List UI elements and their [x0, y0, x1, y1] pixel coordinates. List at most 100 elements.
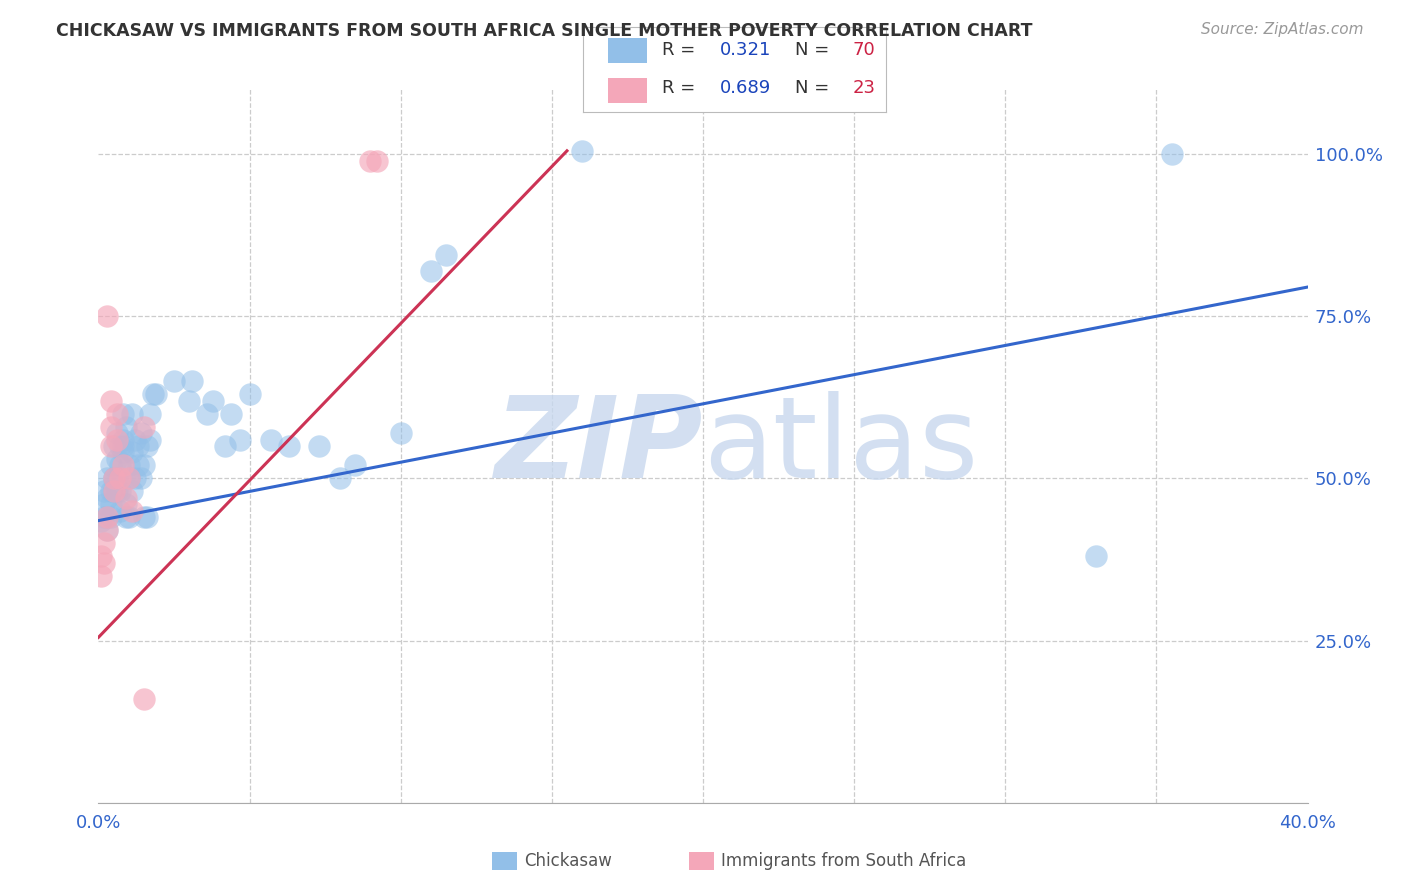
Point	[239, 387, 262, 401]
Point	[90, 568, 112, 582]
Point	[90, 514, 112, 528]
Point	[132, 692, 155, 706]
Text: N =: N =	[796, 41, 830, 59]
Point	[108, 484, 131, 499]
Point	[221, 407, 243, 421]
Point	[111, 433, 134, 447]
Point	[121, 504, 143, 518]
Point	[105, 452, 128, 467]
Point	[1160, 147, 1182, 161]
Point	[103, 439, 125, 453]
Point	[93, 536, 115, 550]
Point	[105, 425, 128, 440]
Point	[308, 439, 330, 453]
Point	[132, 419, 155, 434]
Point	[114, 510, 136, 524]
Point	[434, 247, 457, 261]
Point	[111, 407, 134, 421]
Point	[114, 419, 136, 434]
Point	[111, 458, 134, 473]
Text: 23: 23	[852, 79, 876, 97]
Point	[96, 491, 118, 505]
Text: Immigrants from South Africa: Immigrants from South Africa	[721, 852, 966, 870]
Point	[96, 510, 118, 524]
Point	[121, 445, 143, 459]
Point	[329, 471, 352, 485]
Point	[111, 439, 134, 453]
Point	[96, 524, 118, 538]
Point	[127, 439, 149, 453]
Point	[127, 458, 149, 473]
Point	[181, 374, 204, 388]
Point	[93, 510, 115, 524]
Bar	[607, 78, 647, 103]
Point	[135, 439, 157, 453]
Point	[118, 458, 141, 473]
Point	[260, 433, 283, 447]
Point	[360, 153, 382, 168]
Point	[139, 407, 162, 421]
Point	[118, 471, 141, 485]
Point	[277, 439, 299, 453]
Point	[100, 458, 122, 473]
Point	[103, 471, 125, 485]
Point	[105, 407, 128, 421]
Text: Chickasaw: Chickasaw	[524, 852, 613, 870]
Point	[139, 433, 162, 447]
Point	[202, 393, 225, 408]
Point	[229, 433, 252, 447]
Point	[108, 458, 131, 473]
Point	[108, 504, 131, 518]
Point	[214, 439, 236, 453]
Point	[132, 458, 155, 473]
Text: R =: R =	[662, 41, 696, 59]
Point	[100, 439, 122, 453]
Point	[129, 471, 152, 485]
Text: CHICKASAW VS IMMIGRANTS FROM SOUTH AFRICA SINGLE MOTHER POVERTY CORRELATION CHAR: CHICKASAW VS IMMIGRANTS FROM SOUTH AFRIC…	[56, 22, 1033, 40]
Point	[389, 425, 412, 440]
Text: 70: 70	[852, 41, 876, 59]
Point	[114, 491, 136, 505]
Point	[93, 484, 115, 499]
Point	[121, 484, 143, 499]
Point	[111, 445, 134, 459]
Point	[96, 524, 118, 538]
Point	[100, 484, 122, 499]
Point	[100, 497, 122, 511]
Point	[90, 549, 112, 564]
Point	[103, 471, 125, 485]
Point	[93, 497, 115, 511]
Bar	[607, 37, 647, 63]
Point	[93, 556, 115, 570]
Point	[118, 471, 141, 485]
Text: 0.321: 0.321	[720, 41, 770, 59]
Text: 0.689: 0.689	[720, 79, 770, 97]
Text: N =: N =	[796, 79, 830, 97]
Point	[103, 471, 125, 485]
Point	[124, 433, 146, 447]
Point	[103, 484, 125, 499]
Point	[179, 393, 201, 408]
Point	[344, 458, 367, 473]
Point	[121, 407, 143, 421]
Text: ZIP: ZIP	[495, 391, 703, 501]
Point	[366, 153, 388, 168]
Point	[100, 510, 122, 524]
Point	[96, 510, 118, 524]
Point	[571, 144, 593, 158]
Point	[124, 471, 146, 485]
Point	[142, 387, 165, 401]
Point	[163, 374, 186, 388]
Point	[132, 510, 155, 524]
Point	[118, 510, 141, 524]
Point	[129, 425, 152, 440]
Point	[145, 387, 167, 401]
Point	[105, 484, 128, 499]
Point	[105, 471, 128, 485]
Point	[100, 393, 122, 408]
Point	[108, 471, 131, 485]
Point	[420, 264, 443, 278]
Point	[1085, 549, 1108, 564]
Point	[96, 310, 118, 324]
Point	[114, 497, 136, 511]
